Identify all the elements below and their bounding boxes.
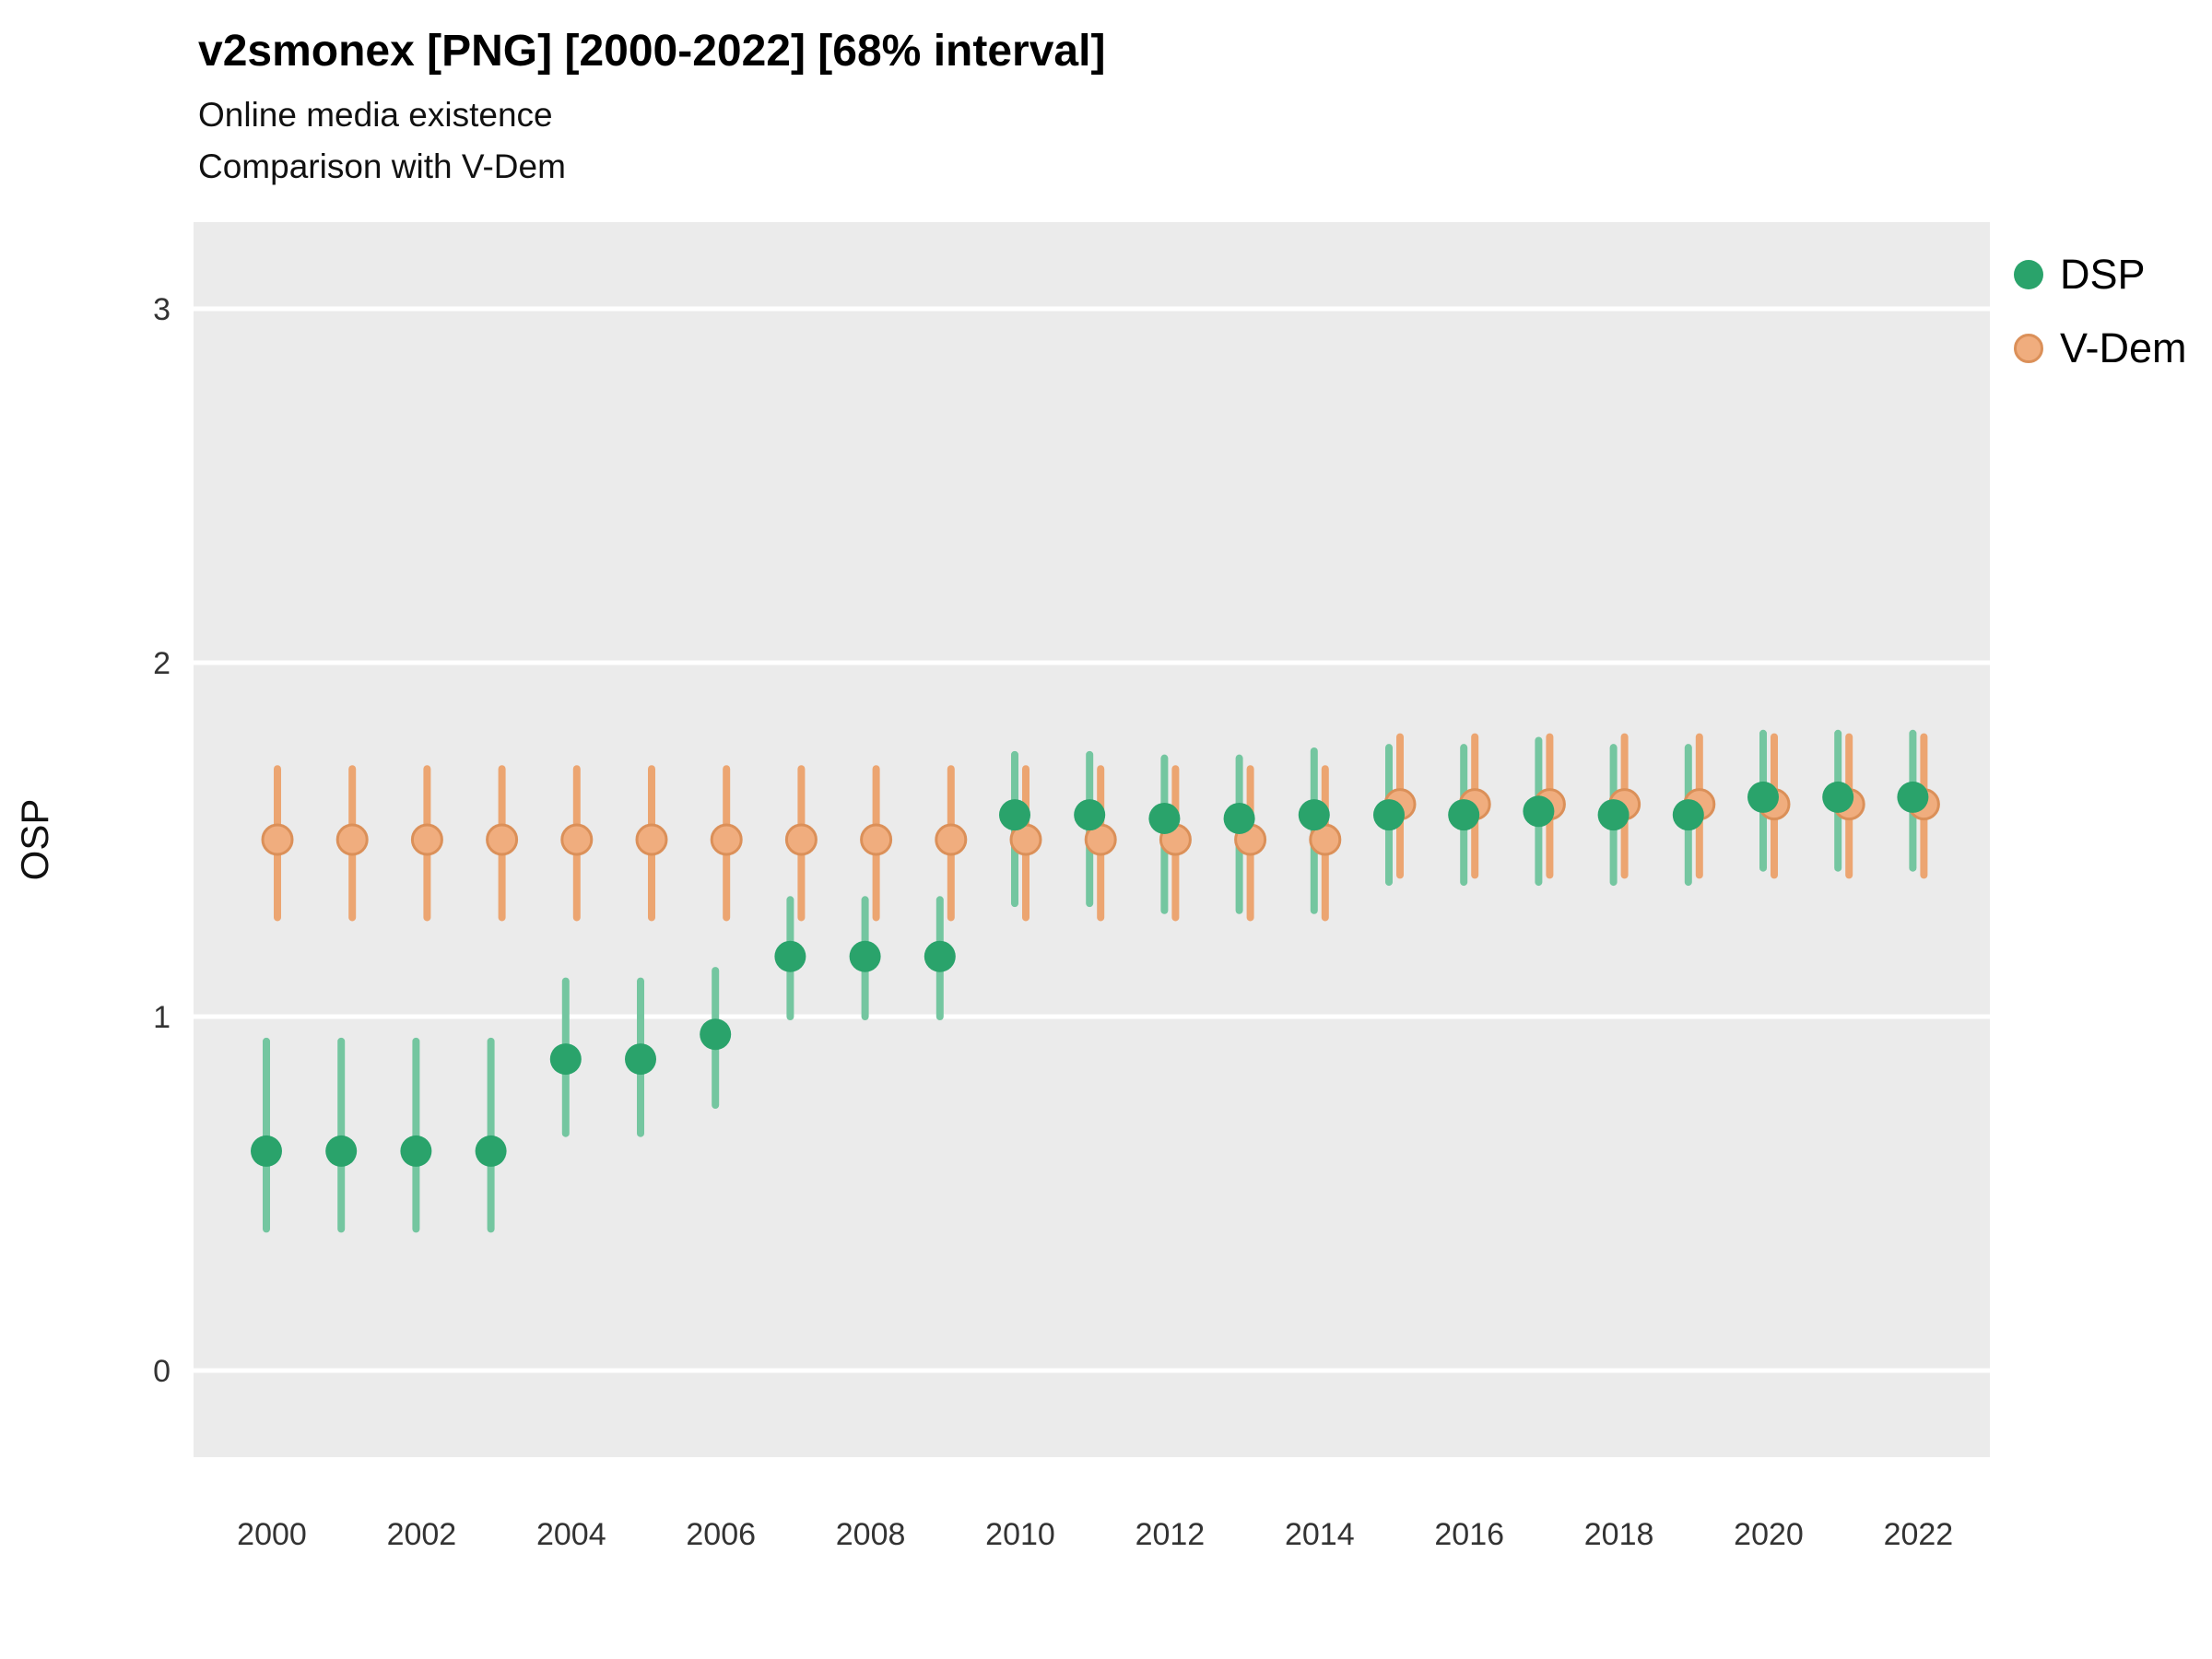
dsp-point [1373,799,1405,831]
chart-header: v2smonex [PNG] [2000-2022] [68% interval… [198,26,1105,192]
vdem-point [935,823,968,856]
dsp-point [1074,799,1106,831]
dsp-point [774,940,806,972]
chart-subtitle-line1: Online media existence [198,96,553,134]
vdem-point [261,823,294,856]
dsp-point [625,1043,656,1076]
vdem-point [860,823,893,856]
dsp-point [700,1018,732,1051]
x-tick-label: 2012 [1135,1517,1206,1552]
dsp-point [549,1043,582,1076]
vdem-point [784,823,818,856]
legend-item-vdem: V-Dem [2014,324,2187,372]
x-tick-label: 2000 [237,1517,307,1552]
vdem-point [335,823,369,856]
vdem-point [560,823,594,856]
dsp-legend-label: DSP [2060,251,2146,298]
dsp-point [1822,781,1854,813]
vdem-legend-label: V-Dem [2060,324,2187,371]
x-tick-label: 2002 [387,1517,457,1552]
x-tick-label: 2018 [1584,1517,1654,1552]
dsp-point [999,799,1030,831]
dsp-legend-swatch-icon [2014,260,2043,289]
x-tick-label: 2016 [1434,1517,1504,1552]
vdem-point [635,823,668,856]
chart-subtitle-line2: Comparison with V-Dem [198,147,566,185]
dsp-point [1223,802,1255,834]
x-tick-label: 2014 [1285,1517,1355,1552]
vdem-legend-swatch-icon [2014,334,2043,363]
x-tick-label: 2010 [985,1517,1055,1552]
dsp-point [1148,802,1181,834]
x-tick-label: 2020 [1734,1517,1804,1552]
dsp-point [1747,781,1779,813]
dsp-point [475,1135,507,1167]
vdem-point [410,823,443,856]
dsp-point [924,940,956,972]
dsp-point [1523,795,1555,828]
dsp-point [1298,799,1330,831]
y-tick-label: 0 [153,1354,171,1389]
dsp-point [1448,799,1480,831]
dsp-point [400,1135,432,1167]
vdem-point [486,823,519,856]
dsp-point [849,940,881,972]
legend: DSP V-Dem [2014,251,2187,372]
legend-item-dsp: DSP [2014,251,2187,299]
dsp-point [1897,781,1929,813]
x-tick-label: 2004 [536,1517,606,1552]
x-tick-label: 2008 [836,1517,906,1552]
chart-title: v2smonex [PNG] [2000-2022] [68% interval… [198,27,1106,76]
y-tick-label: 1 [153,1000,171,1035]
dsp-point [1672,799,1704,831]
dsp-point [1597,799,1630,831]
y-tick-label: 2 [153,646,171,681]
vdem-point [710,823,743,856]
dsp-point [251,1135,282,1167]
x-tick-label: 2022 [1884,1517,1954,1552]
dsp-point [325,1135,358,1167]
y-tick-label: 3 [153,292,171,327]
x-tick-label: 2006 [686,1517,756,1552]
